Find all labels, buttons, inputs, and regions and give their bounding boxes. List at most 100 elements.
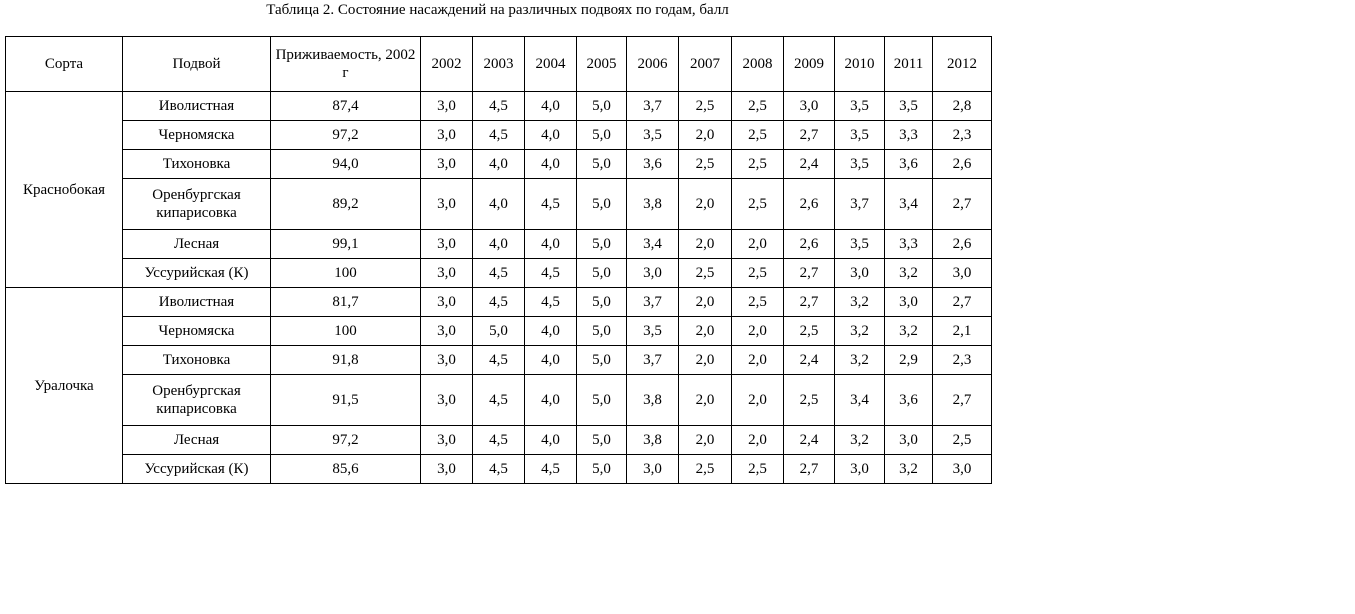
value-cell: 3,2 bbox=[884, 258, 933, 288]
value-cell: 3,5 bbox=[884, 91, 933, 121]
value-cell: 4,5 bbox=[472, 345, 525, 375]
value-cell: 2,6 bbox=[932, 229, 992, 259]
value-cell: 3,0 bbox=[420, 178, 473, 230]
header-cell: 2006 bbox=[626, 36, 679, 92]
value-cell: 3,0 bbox=[420, 425, 473, 455]
value-cell: 3,0 bbox=[834, 258, 885, 288]
value-cell: 2,7 bbox=[783, 287, 835, 317]
value-cell: 3,0 bbox=[626, 258, 679, 288]
value-cell: 2,0 bbox=[678, 345, 732, 375]
value-cell: 2,0 bbox=[678, 425, 732, 455]
value-cell: 2,4 bbox=[783, 425, 835, 455]
value-cell: 3,0 bbox=[783, 91, 835, 121]
value-cell: 5,0 bbox=[576, 454, 627, 484]
value-cell: 2,0 bbox=[678, 178, 732, 230]
value-cell: 2,5 bbox=[678, 454, 732, 484]
value-cell: 2,0 bbox=[731, 229, 784, 259]
data-table: Сорта Подвой Приживаемость, 2002 г 2002 2003… bbox=[5, 36, 992, 484]
value-cell: 2,7 bbox=[783, 258, 835, 288]
value-cell: 2,5 bbox=[731, 178, 784, 230]
value-cell: 2,0 bbox=[731, 425, 784, 455]
table-caption: Таблица 2. Состояние насаждений на разли… bbox=[266, 2, 729, 18]
value-cell: 85,6 bbox=[270, 454, 421, 484]
rootstock-cell: Тихоновка bbox=[122, 149, 271, 179]
value-cell: 5,0 bbox=[576, 316, 627, 346]
value-cell: 3,2 bbox=[834, 425, 885, 455]
value-cell: 4,0 bbox=[524, 345, 577, 375]
header-cell: 2002 bbox=[420, 36, 473, 92]
value-cell: 2,3 bbox=[932, 120, 992, 150]
value-cell: 4,0 bbox=[524, 425, 577, 455]
value-cell: 4,5 bbox=[472, 287, 525, 317]
value-cell: 3,8 bbox=[626, 425, 679, 455]
value-cell: 4,5 bbox=[472, 454, 525, 484]
value-cell: 91,8 bbox=[270, 345, 421, 375]
table-row: Лесная 97,2 3,0 4,5 4,0 5,0 3,8 2,0 2,0 2,4 3,2 3,0… bbox=[6, 425, 992, 455]
value-cell: 97,2 bbox=[270, 425, 421, 455]
value-cell: 2,7 bbox=[932, 287, 992, 317]
value-cell: 4,5 bbox=[472, 258, 525, 288]
value-cell: 5,0 bbox=[576, 229, 627, 259]
value-cell: 2,0 bbox=[731, 374, 784, 426]
value-cell: 3,5 bbox=[834, 120, 885, 150]
rootstock-cell: Иволистная bbox=[122, 287, 271, 317]
value-cell: 2,7 bbox=[783, 454, 835, 484]
value-cell: 4,5 bbox=[472, 91, 525, 121]
value-cell: 2,5 bbox=[932, 425, 992, 455]
value-cell: 5,0 bbox=[576, 120, 627, 150]
table-row: Черномяска 100 3,0 5,0 4,0 5,0 3,5 2,0 2,0 2,5 3,2… bbox=[6, 316, 992, 346]
value-cell: 2,5 bbox=[731, 149, 784, 179]
value-cell: 3,8 bbox=[626, 374, 679, 426]
table-row: Краснобокая Иволистная 87,4 3,0 4,5 4,0 5,0 3,7… bbox=[5, 91, 992, 288]
header-cell: 2005 bbox=[576, 36, 627, 92]
value-cell: 2,0 bbox=[731, 316, 784, 346]
value-cell: 3,5 bbox=[626, 316, 679, 346]
header-cell: 2004 bbox=[524, 36, 577, 92]
rootstock-cell: Иволистная bbox=[122, 91, 271, 121]
header-cell: 2008 bbox=[731, 36, 784, 92]
value-cell: 2,4 bbox=[783, 345, 835, 375]
value-cell: 3,0 bbox=[420, 258, 473, 288]
value-cell: 87,4 bbox=[270, 91, 421, 121]
value-cell: 4,5 bbox=[472, 425, 525, 455]
value-cell: 3,0 bbox=[420, 91, 473, 121]
value-cell: 2,5 bbox=[678, 258, 732, 288]
value-cell: 3,5 bbox=[626, 120, 679, 150]
value-cell: 3,0 bbox=[932, 258, 992, 288]
value-cell: 4,5 bbox=[472, 374, 525, 426]
table-row: Тихоновка 94,0 3,0 4,0 4,0 5,0 3,6 2,5 2,5 2,4 3,5… bbox=[6, 149, 992, 179]
value-cell: 4,0 bbox=[472, 229, 525, 259]
value-cell: 4,5 bbox=[524, 178, 577, 230]
value-cell: 3,0 bbox=[420, 229, 473, 259]
value-cell: 2,0 bbox=[731, 345, 784, 375]
rootstock-cell: Лесная bbox=[122, 425, 271, 455]
table-row: Уссурийская (К) 100 3,0 4,5 4,5 5,0 3,0 2,5 2,5 2… bbox=[6, 258, 992, 288]
rootstock-cell: Черномяска bbox=[122, 316, 271, 346]
value-cell: 3,0 bbox=[420, 345, 473, 375]
value-cell: 3,0 bbox=[932, 454, 992, 484]
value-cell: 4,0 bbox=[524, 120, 577, 150]
value-cell: 3,2 bbox=[834, 287, 885, 317]
table-row: Лесная 99,1 3,0 4,0 4,0 5,0 3,4 2,0 2,0 2,6 3,5 3,3… bbox=[6, 229, 992, 259]
value-cell: 3,4 bbox=[626, 229, 679, 259]
table-row: Тихоновка 91,8 3,0 4,5 4,0 5,0 3,7 2,0 2,0 2,4 3,2… bbox=[6, 345, 992, 375]
value-cell: 3,7 bbox=[834, 178, 885, 230]
table-row: Уралочка Иволистная 81,7 3,0 4,5 4,5 5,0 3,7 2,0… bbox=[5, 287, 992, 484]
value-cell: 4,0 bbox=[524, 374, 577, 426]
value-cell: 3,6 bbox=[884, 374, 933, 426]
value-cell: 2,5 bbox=[731, 258, 784, 288]
header-cell: 2012 bbox=[932, 36, 992, 92]
rootstock-cell: Оренбургская кипарисовка bbox=[122, 178, 271, 230]
value-cell: 94,0 bbox=[270, 149, 421, 179]
value-cell: 4,0 bbox=[524, 91, 577, 121]
value-cell: 3,0 bbox=[420, 454, 473, 484]
value-cell: 99,1 bbox=[270, 229, 421, 259]
value-cell: 2,1 bbox=[932, 316, 992, 346]
value-cell: 3,0 bbox=[884, 287, 933, 317]
value-cell: 2,5 bbox=[678, 149, 732, 179]
table-head: Сорта Подвой Приживаемость, 2002 г 2002 2003… bbox=[5, 36, 992, 92]
value-cell: 3,0 bbox=[420, 374, 473, 426]
value-cell: 5,0 bbox=[576, 91, 627, 121]
value-cell: 5,0 bbox=[576, 287, 627, 317]
header-row: Сорта Подвой Приживаемость, 2002 г 2002 2003… bbox=[5, 36, 992, 92]
